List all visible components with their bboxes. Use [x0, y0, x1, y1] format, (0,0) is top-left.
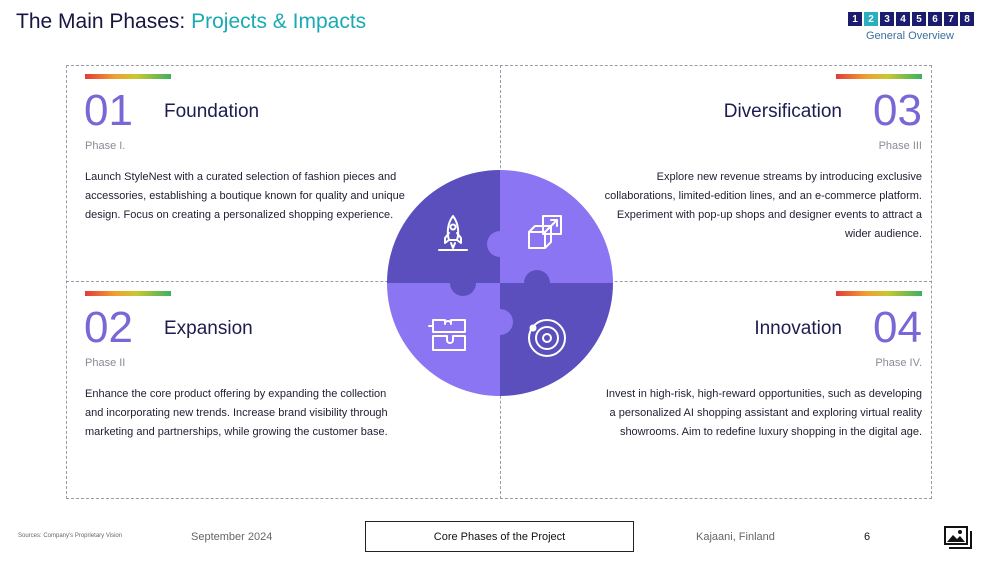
phase-1-number: 01 — [84, 86, 133, 135]
phases-grid — [66, 65, 932, 499]
phase-2-gradient-bar — [85, 291, 171, 296]
pager-label: General Overview — [865, 30, 954, 42]
phase-2-body: Enhance the core product offering by exp… — [85, 388, 388, 438]
puzzle-piece-3 — [387, 283, 500, 396]
rocket-icon — [438, 215, 468, 251]
pager-item-6[interactable]: 6 — [928, 12, 942, 26]
phase-1-body: Launch StyleNest with a curated selectio… — [85, 171, 405, 221]
puzzle-piece-4 — [500, 283, 613, 396]
phase-3-number: 03 — [873, 86, 922, 135]
footer-date: September 2024 — [191, 531, 273, 543]
page-title: The Main Phases: Projects & Impacts — [16, 10, 366, 34]
phase-3-subtitle: Phase III — [878, 140, 922, 152]
phase-3-title: Diversification — [723, 101, 842, 122]
phase-2-title: Expansion — [164, 318, 253, 339]
puzzle-tab-bottom — [487, 309, 513, 335]
footer-center-label: Core Phases of the Project — [365, 521, 634, 552]
orbit-icon — [528, 319, 566, 357]
phase-4-body: Invest in high-risk, high-reward opportu… — [605, 388, 922, 438]
phase-1-subtitle: Phase I. — [85, 140, 126, 152]
footer-sources: Sources: Company's Proprietary Vision — [18, 533, 123, 539]
phase-2-subtitle: Phase II — [85, 357, 126, 369]
phase-4-number: 04 — [873, 303, 922, 352]
pager-item-3[interactable]: 3 — [880, 12, 894, 26]
puzzle-piece-1 — [387, 170, 500, 283]
cubes-arrow-icon — [528, 215, 562, 249]
pager-item-4[interactable]: 4 — [896, 12, 910, 26]
phase-4-title: Innovation — [754, 318, 842, 339]
phase-2-number: 02 — [84, 303, 133, 352]
pager-item-8[interactable]: 8 — [960, 12, 974, 26]
puzzle-pieces-icon — [428, 319, 466, 351]
pager-item-7[interactable]: 7 — [944, 12, 958, 26]
slide-pager: 1 2 3 4 5 6 7 8 — [848, 12, 974, 26]
page-title-main: The Main Phases: — [16, 10, 192, 33]
pager-item-1[interactable]: 1 — [848, 12, 862, 26]
puzzle-tab-top — [487, 231, 513, 257]
phase-1-title: Foundation — [164, 101, 260, 122]
puzzle-tab-left — [450, 270, 476, 296]
phase-4-gradient-bar — [836, 291, 922, 296]
pager-item-2[interactable]: 2 — [864, 12, 878, 26]
page-title-accent: Projects & Impacts — [191, 10, 367, 33]
footer-location: Kajaani, Finland — [696, 531, 775, 543]
puzzle-circle — [387, 170, 613, 396]
image-gallery-icon[interactable] — [944, 526, 972, 550]
pager-item-5[interactable]: 5 — [912, 12, 926, 26]
puzzle-tab-right — [524, 270, 550, 296]
footer-page-number: 6 — [864, 531, 871, 543]
phase-3-body: Explore new revenue streams by introduci… — [604, 171, 922, 240]
phase-4-subtitle: Phase IV. — [875, 357, 922, 369]
phase-1-gradient-bar — [85, 74, 171, 79]
phase-3-gradient-bar — [836, 74, 922, 79]
